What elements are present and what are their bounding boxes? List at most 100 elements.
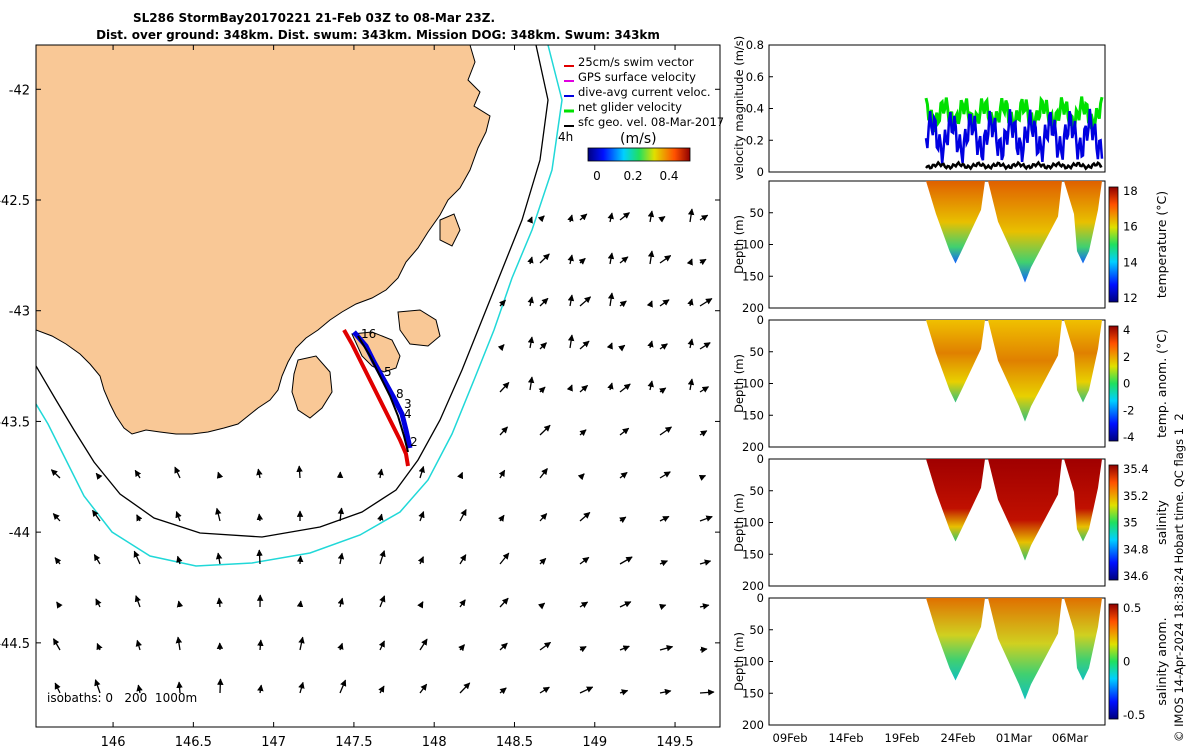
- current-vector-arrow: [607, 252, 615, 265]
- label-4h: 4h: [558, 130, 573, 144]
- current-vector-arrow: [538, 602, 546, 610]
- current-vector-arrow: [567, 334, 575, 349]
- current-vector-arrow: [378, 640, 385, 651]
- map-x-tick-label: 146.5: [175, 735, 212, 750]
- velocity-panel: velocity magnitude (m/s) 0 0.2 0.4 0.6 0.8: [732, 36, 1106, 180]
- map-x-tick-label: 149.5: [656, 735, 693, 750]
- velocity-axes: [768, 44, 1106, 173]
- current-vector-arrow: [497, 514, 505, 522]
- section-colorbar-tick: -0.5: [1123, 708, 1145, 722]
- date-tick-label: 19Feb: [885, 731, 920, 745]
- current-vector-arrow: [257, 684, 264, 694]
- current-vector-arrow: [567, 294, 575, 307]
- section-colorbar-tick: 0: [1123, 655, 1130, 669]
- section-colorbar-tick: 2: [1123, 350, 1130, 364]
- current-vector-arrow: [659, 387, 667, 395]
- current-vector-arrow: [699, 689, 715, 696]
- glider-track-black: [357, 335, 409, 453]
- track-label: 5: [384, 365, 392, 379]
- current-vector-arrow: [337, 507, 345, 522]
- current-vector-arrow: [538, 386, 546, 394]
- current-vector-arrow: [174, 466, 181, 479]
- current-vector-arrow: [579, 384, 589, 393]
- section-y-tick-label: 50: [749, 484, 764, 498]
- section-y-tick-label: 200: [742, 301, 764, 315]
- section-ylabel: Depth (m): [732, 632, 746, 691]
- current-vector-arrow: [699, 646, 708, 654]
- current-vector-arrow: [740, 562, 754, 564]
- map-x-tick-label: 148.5: [496, 735, 533, 750]
- current-vector-arrow: [659, 560, 668, 567]
- current-vector-arrow: [606, 342, 613, 350]
- date-tick-label: 09Feb: [773, 731, 808, 745]
- current-vector-arrow: [579, 340, 590, 350]
- date-tick-label: 24Feb: [941, 731, 976, 745]
- section-colorbar-tick: 35.4: [1123, 462, 1149, 476]
- velocity-y-tick-label: 0.8: [746, 38, 764, 52]
- isobath-1000: [36, 45, 563, 567]
- forestier-land: [397, 309, 441, 347]
- current-vector-arrow: [337, 642, 344, 651]
- current-vector-arrow: [699, 386, 710, 393]
- map-y-tick-label: -43.5: [0, 415, 30, 430]
- section-colorbar-tick: 4: [1123, 323, 1130, 337]
- current-vector-arrow: [699, 430, 708, 437]
- current-vector-arrow: [539, 342, 547, 350]
- section-y-tick-label: 200: [742, 579, 764, 593]
- section-dive-shape: [926, 320, 985, 403]
- section-panel-2: Depth (m) 0 50 100 150 200 4 2 0 -2 -4 temp. anom. …: [732, 313, 1169, 454]
- current-vector-arrow: [459, 508, 467, 522]
- series-dive-avg-current: [924, 108, 1104, 164]
- section-dive-shape: [1064, 320, 1102, 403]
- current-vector-arrow: [659, 688, 672, 696]
- title-line-2: Dist. over ground: 348km. Dist. swum: 34…: [96, 28, 660, 42]
- speed-colorbar: [587, 147, 691, 162]
- section-y-tick-label: 150: [742, 408, 764, 422]
- map-legend: 25cm/s swim vector GPS surface velocity …: [564, 55, 724, 129]
- current-vector-arrow: [619, 383, 631, 393]
- map-x-tick-label: 148: [422, 735, 447, 750]
- section-colorbar-tick: 16: [1123, 220, 1138, 234]
- current-vector-arrow: [526, 216, 533, 224]
- section-dive-shape: [988, 598, 1062, 700]
- current-vector-arrow: [499, 426, 508, 436]
- glider-track-red: [342, 329, 410, 467]
- current-vector-arrow: [418, 511, 425, 522]
- section-ylabel: Depth (m): [732, 354, 746, 413]
- current-vector-arrow: [498, 469, 506, 479]
- date-axis: 09Feb 14Feb 19Feb 24Feb 01Mar 06Mar: [773, 731, 1089, 745]
- current-vector-arrow: [539, 557, 547, 565]
- current-vector-arrow: [619, 427, 630, 436]
- current-vector-arrow: [216, 471, 224, 479]
- current-vector-arrow: [296, 465, 303, 479]
- current-vector-arrow: [459, 554, 467, 565]
- current-vector-arrow: [699, 258, 707, 266]
- current-vector-arrow: [175, 636, 183, 651]
- current-vector-arrow: [215, 507, 222, 522]
- current-vector-arrow: [337, 597, 344, 608]
- current-vector-arrow: [579, 686, 594, 694]
- section-y-tick-label: 100: [742, 377, 764, 391]
- current-vector-arrow: [579, 429, 587, 437]
- current-vector-arrow: [135, 639, 142, 651]
- track-label: 3: [404, 397, 412, 411]
- map-x-axis: 146 146.5 147 147.5 148 148.5 149 149.5: [101, 45, 694, 750]
- current-vector-arrow: [417, 601, 424, 609]
- velocity-y-tick-label: 0: [757, 165, 764, 179]
- section-y-tick-label: 200: [742, 440, 764, 454]
- section-panel-1: Depth (m)50 100 150 200 18 16 14 12 temperature …: [732, 180, 1169, 315]
- section-y-tick-label: 100: [742, 655, 764, 669]
- current-vector-arrow: [619, 471, 628, 479]
- section-colorbar-label: salinity anom.: [1154, 617, 1169, 705]
- current-vector-field: [50, 208, 754, 696]
- map-x-tick-label: 146: [101, 735, 126, 750]
- current-vector-arrow: [379, 550, 386, 565]
- map-x-tick-label: 147.5: [335, 735, 372, 750]
- map-y-tick-label: -43: [9, 305, 30, 320]
- tasmania-land: [36, 45, 491, 435]
- current-vector-arrow: [499, 642, 508, 651]
- current-vector-arrow: [647, 380, 654, 391]
- current-vector-arrow: [499, 552, 510, 565]
- current-vector-arrow: [699, 214, 709, 222]
- current-vector-arrow: [257, 639, 264, 651]
